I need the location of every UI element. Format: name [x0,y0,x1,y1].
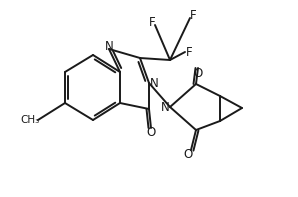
Text: O: O [146,126,156,139]
Text: N: N [105,40,113,52]
Text: N: N [150,76,158,89]
Text: F: F [149,16,155,29]
Text: F: F [190,8,196,21]
Text: N: N [161,100,169,113]
Text: O: O [193,67,203,80]
Text: O: O [183,149,193,162]
Text: CH₃: CH₃ [20,115,40,125]
Text: F: F [186,46,192,59]
